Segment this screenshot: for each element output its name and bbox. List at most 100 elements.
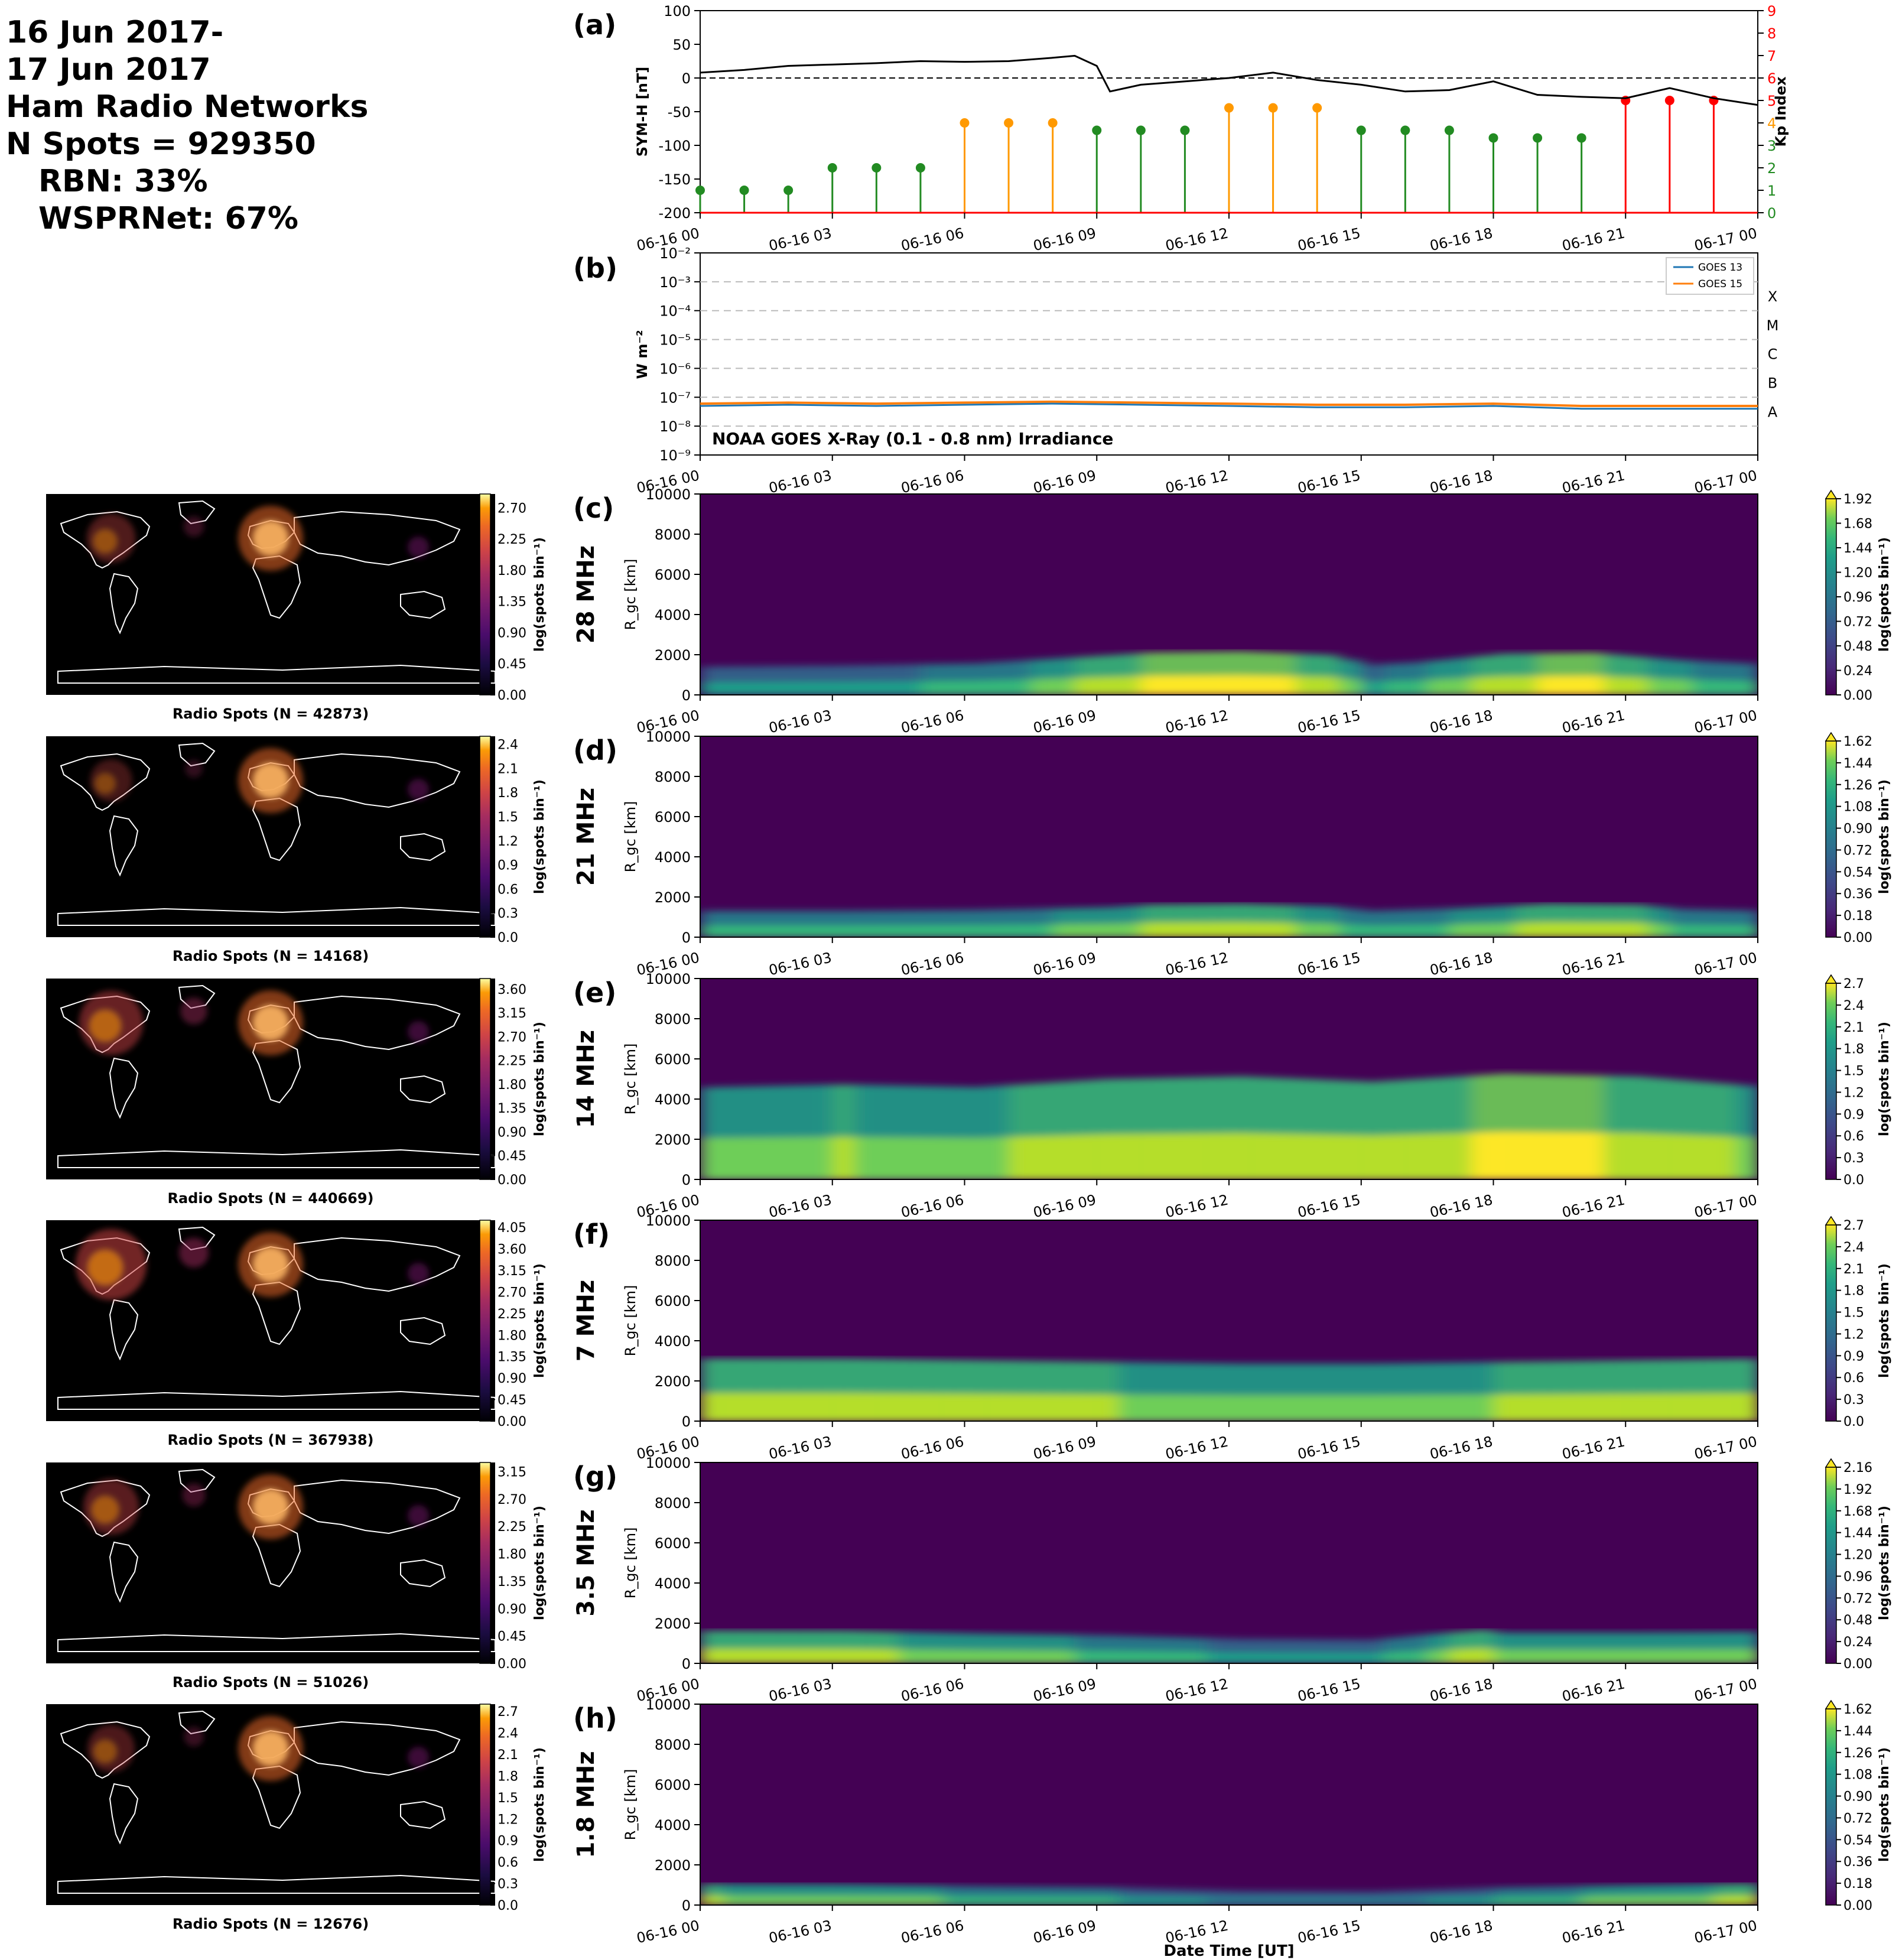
heatmap-background [700, 1704, 1758, 1905]
kp-marker [1576, 133, 1586, 143]
heatmap-cell-core [1273, 1652, 1296, 1663]
heatmap-cell-core [1052, 924, 1076, 937]
flare-class-label: M [1767, 317, 1779, 334]
heatmap-cell-core [1713, 1136, 1737, 1179]
heatmap-cell-core [964, 925, 988, 937]
heatmap-cell-core [1603, 1649, 1627, 1663]
heatmap-cell-core [1669, 1649, 1693, 1663]
map-colorbar-label: 1.5 [497, 810, 518, 825]
heatmap-colorbar-label: 1.26 [1843, 1746, 1872, 1761]
heatmap-cell-core [1735, 1649, 1758, 1663]
heatmap-cell-core [1713, 1895, 1737, 1905]
heatmap [700, 979, 1758, 1179]
heatmap-cell-core [1273, 922, 1296, 937]
heatmap-cell-core [1251, 1652, 1274, 1663]
heatmap-cell-core [1603, 922, 1627, 937]
coastline [400, 1075, 446, 1104]
heatmap-cell-core [942, 681, 966, 695]
heatmap-cell-core [1030, 1897, 1054, 1905]
spot-cluster [184, 1727, 204, 1747]
heatmap-cell-core [1537, 1394, 1561, 1421]
time-ticks: 06-16 00 06-16 03 06-16 06 06-16 09 06-16 12… [635, 1905, 1758, 1946]
coastline [109, 1299, 139, 1361]
heatmap-cell-core [986, 1896, 1010, 1905]
heatmap-cell-core [744, 1393, 768, 1421]
spot-density-overlay [76, 1229, 429, 1300]
kp-marker [1533, 133, 1543, 143]
time-tick-label: 06-16 18 [1428, 1433, 1494, 1462]
kp-tick-label: 2 [1767, 160, 1776, 177]
heatmap-cell-core [788, 925, 812, 937]
heatmap-cell-core [1339, 1135, 1363, 1179]
heatmap-cell-core [1140, 1133, 1165, 1179]
heatmap-colorbar-label: 2.1 [1843, 1262, 1864, 1277]
time-tick-label: 06-16 18 [1428, 225, 1494, 254]
heatmap-cell-core [1118, 676, 1142, 695]
time-tick-label: 06-16 03 [768, 1675, 833, 1705]
map-colorbar-label: 0.45 [497, 1393, 526, 1408]
time-tick-label: 06-17 00 [1693, 1675, 1758, 1705]
legend-goes15-label: GOES 15 [1698, 278, 1742, 290]
distance-tick-label: 4000 [655, 1575, 691, 1592]
map-colorbar: 2.70 2.25 1.80 1.35 0.90 0.45 0.00 log(spots bi… [479, 493, 547, 703]
heatmap-cell-core [700, 682, 724, 695]
coastline [57, 1874, 496, 1894]
heatmap-cell-core [1669, 1135, 1693, 1179]
heatmap-cell-core [1207, 922, 1230, 937]
heatmap-colorbar-ramp [1825, 1467, 1837, 1664]
distance-ticks: 10000 8000 6000 4000 2000 0 [646, 1696, 700, 1914]
heatmap-colorbar-title: log(spots bin⁻¹) [1877, 537, 1892, 652]
heatmap-cell-core [1669, 924, 1693, 937]
spot-density-overlay [90, 748, 429, 813]
kp-tick-label: 1 [1767, 183, 1776, 199]
heatmap-cell-core [1581, 675, 1605, 695]
time-tick-label: 06-16 12 [1164, 1433, 1230, 1462]
heatmap-cell-core [700, 1393, 724, 1421]
map-colorbar-label: 2.25 [497, 1520, 526, 1535]
header-nspots: N Spots = 929350 [6, 126, 316, 162]
time-tick-label: 06-16 15 [1296, 1675, 1362, 1705]
heatmap-cell-core [1669, 679, 1693, 695]
heatmap-cell-core [1405, 1134, 1429, 1179]
heatmap-colorbar-label: 1.62 [1843, 734, 1872, 749]
heatmap-cell-core [1185, 1395, 1208, 1421]
heatmap-cell-core [1074, 1897, 1098, 1905]
heatmap-cell-core [788, 681, 812, 695]
heatmap-density [700, 1073, 1758, 1179]
heatmap-cell-core [766, 1137, 790, 1179]
panel-label: (f) [573, 1218, 610, 1250]
band-label: 28 MHz [573, 545, 600, 643]
heatmap-cell-core [1493, 1649, 1517, 1663]
heatmap-cell-core [1317, 677, 1341, 695]
distance-tick-label: 8000 [655, 1011, 691, 1028]
heatmap-cell-core [1493, 1395, 1517, 1421]
heatmap-cell-core [942, 1896, 966, 1905]
heatmap-colorbar-label: 1.8 [1843, 1042, 1864, 1057]
kp-marker [1664, 96, 1674, 105]
time-tick-label: 06-17 00 [1693, 225, 1758, 254]
coastline [109, 1057, 139, 1119]
time-tick-label: 06-16 15 [1296, 1433, 1362, 1462]
heatmap-cell-core [1471, 924, 1495, 937]
time-tick-label: 06-16 21 [1560, 1433, 1626, 1462]
heatmap-cell-core [1647, 1896, 1671, 1905]
heatmap-colorbar-label: 1.44 [1843, 756, 1872, 771]
heatmap-cell-core [1669, 1393, 1693, 1421]
heatmap-cell-core [744, 925, 768, 937]
time-tick-label: 06-16 18 [1428, 1191, 1494, 1221]
symh-tick-label: -200 [659, 205, 691, 222]
time-tick-label: 06-16 03 [768, 467, 833, 496]
heatmap-cell-core [832, 925, 856, 937]
heatmap-cell-core [1713, 925, 1737, 937]
time-tick-label: 06-16 03 [768, 1433, 833, 1462]
heatmap-colorbar-label: 1.5 [1843, 1306, 1864, 1321]
distance-tick-label: 0 [682, 1413, 691, 1430]
distance-tick-label: 6000 [655, 1535, 691, 1552]
distance-tick-label: 8000 [655, 1495, 691, 1512]
coastline [294, 995, 461, 1051]
panel-a-symh-kp: (a) 100 50 0 -50 -100 -150 -200 9 8 7 6 5 4 3 2 1 0 SYM… [573, 3, 1789, 254]
time-tick-label: 06-16 06 [899, 1675, 965, 1705]
heatmap-cell-core [1251, 1899, 1274, 1905]
distance-tick-label: 4000 [655, 1091, 691, 1108]
